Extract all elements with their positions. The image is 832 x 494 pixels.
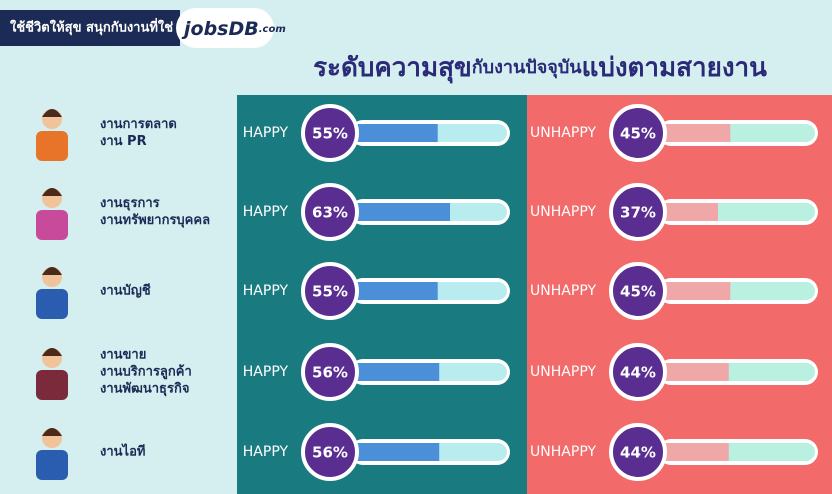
gauge-fill [661, 282, 731, 300]
title-end: แบ่งตามสายงาน [582, 53, 768, 83]
gauge-label: HAPPY [243, 444, 289, 460]
person-body [36, 131, 68, 161]
job-label: งานทรัพยากรบุคคล [100, 213, 210, 228]
gauge-fill [353, 203, 451, 221]
gauge-fill [661, 203, 718, 221]
person-body [36, 210, 68, 240]
gauge-value: 44% [620, 444, 656, 462]
gauge-value: 44% [620, 364, 656, 382]
job-label: งานบริการลูกค้า [100, 364, 192, 380]
job-label: งานการตลาด [100, 117, 177, 132]
title: ระดับความสุขกับงานปัจจุบันแบ่งตามสายงาน [313, 53, 767, 84]
gauge-fill [661, 443, 729, 461]
gauge-label: HAPPY [243, 364, 289, 380]
gauge-circle [609, 104, 667, 162]
person-hair [42, 348, 62, 356]
gauge-circle [301, 343, 359, 401]
gauge-fill [353, 443, 440, 461]
person-hair [42, 267, 62, 275]
person-hair [42, 188, 62, 196]
gauge-label: UNHAPPY [530, 125, 596, 141]
tagline: ใช้ชีวิตให้สุข สนุกกับงานที่ใช่ [10, 18, 173, 36]
title-middle: กับงานปัจจุบัน [472, 57, 582, 79]
gauge-label: HAPPY [243, 204, 289, 220]
job-label: งานไอที [100, 443, 145, 460]
gauge-fill [353, 282, 438, 300]
gauge-circle [609, 423, 667, 481]
gauge-value: 56% [312, 444, 348, 462]
person-body [36, 450, 68, 480]
gauge-label: UNHAPPY [530, 204, 596, 220]
gauge-label: UNHAPPY [530, 444, 596, 460]
gauge-circle [301, 423, 359, 481]
person-body [36, 289, 68, 319]
gauge-value: 37% [620, 204, 656, 222]
gauge-value: 45% [620, 125, 656, 143]
gauge-value: 55% [312, 125, 348, 143]
tagline-box [0, 10, 180, 46]
job-label: งานพัฒนาธุรกิจ [100, 382, 189, 397]
gauge-value: 55% [312, 283, 348, 301]
gauge-label: UNHAPPY [530, 364, 596, 380]
logo: jobsDB.com [181, 18, 286, 40]
logo-suffix: .com [259, 24, 286, 35]
job-label: งานขาย [100, 348, 146, 363]
person-body [36, 370, 68, 400]
gauge-value: 56% [312, 364, 348, 382]
job-label: งาน PR [100, 134, 147, 149]
gauge-circle [609, 262, 667, 320]
logo-text: jobsDB [181, 18, 259, 40]
gauge-circle [301, 183, 359, 241]
gauge-value: 63% [312, 204, 348, 222]
gauge-fill [353, 124, 438, 142]
gauge-value: 45% [620, 283, 656, 301]
gauge-fill [661, 124, 731, 142]
gauge-label: HAPPY [243, 125, 289, 141]
gauge-circle [609, 343, 667, 401]
person-hair [42, 428, 62, 436]
title-start: ระดับความสุข [313, 53, 472, 84]
gauge-fill [661, 363, 729, 381]
gauge-fill [353, 363, 440, 381]
gauge-label: HAPPY [243, 283, 289, 299]
gauge-label: UNHAPPY [530, 283, 596, 299]
job-label: งานธุรการ [100, 196, 160, 211]
job-label: งานบัญชี [100, 283, 151, 299]
logo-box [176, 8, 274, 48]
gauge-circle [301, 262, 359, 320]
person-hair [42, 109, 62, 117]
gauge-circle [609, 183, 667, 241]
gauge-circle [301, 104, 359, 162]
